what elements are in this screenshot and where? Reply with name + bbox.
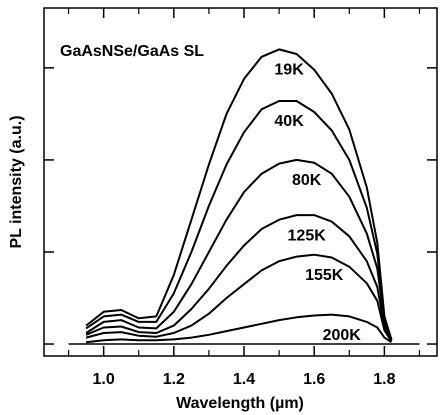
spectrum-line (85, 100, 393, 340)
spectrum-line (85, 214, 393, 341)
series-label: 155K (305, 267, 344, 284)
x-tick-label: 1.4 (233, 371, 255, 388)
plot-frame (43, 7, 438, 357)
x-tick-label: 1.8 (373, 371, 395, 388)
spectrum-line (85, 48, 393, 340)
series-label: 125K (288, 227, 327, 244)
x-tick-label: 1.0 (93, 371, 115, 388)
x-axis-label: Wavelength (µm) (176, 395, 304, 412)
spectrum-line (85, 253, 393, 342)
x-tick-label: 1.2 (163, 371, 185, 388)
series-label: 40K (274, 113, 304, 130)
y-axis-label: PL intensity (a.u.) (8, 115, 25, 248)
series-label: 80K (292, 172, 322, 189)
series-label: 19K (274, 62, 304, 79)
spectrum-line (85, 158, 393, 341)
series-label: 200K (323, 327, 362, 344)
spectrum-line (85, 313, 392, 344)
annotation: GaAsNSe/GaAs SL (60, 43, 204, 60)
x-tick-label: 1.6 (303, 371, 325, 388)
